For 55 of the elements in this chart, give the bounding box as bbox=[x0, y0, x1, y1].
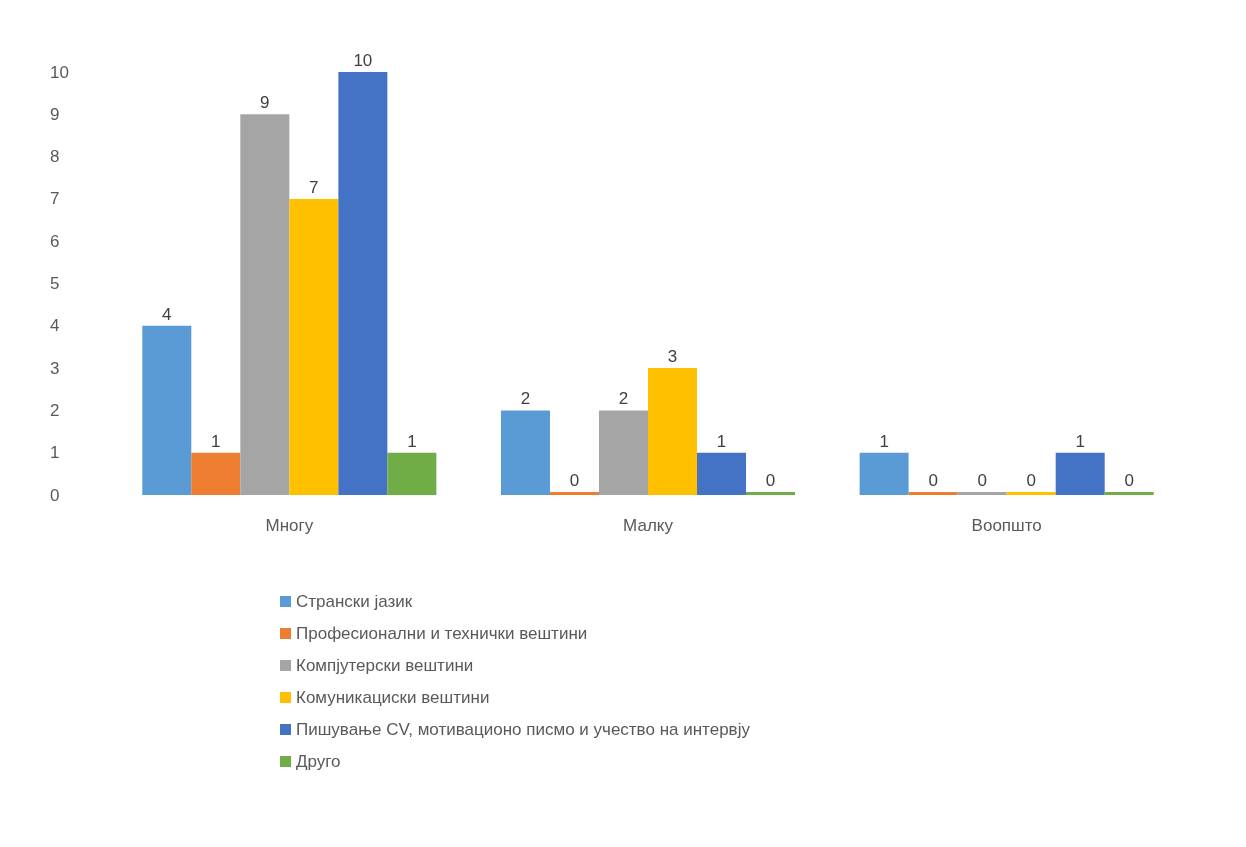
bar bbox=[338, 72, 388, 495]
y-tick-label: 1 bbox=[50, 443, 60, 463]
legend-label: Професионални и технички вештини bbox=[296, 624, 588, 643]
y-tick-label: 9 bbox=[50, 104, 60, 124]
data-label: 1 bbox=[1075, 431, 1085, 451]
legend-label: Друго bbox=[296, 752, 341, 771]
data-label: 1 bbox=[407, 431, 417, 451]
data-label: 9 bbox=[260, 93, 270, 113]
bar bbox=[697, 452, 747, 495]
bar bbox=[746, 492, 796, 495]
data-label: 0 bbox=[1026, 471, 1036, 490]
legend-label: Комуникациски вештини bbox=[296, 688, 490, 707]
bar bbox=[859, 452, 909, 495]
data-label: 3 bbox=[667, 347, 678, 367]
data-label: 0 bbox=[977, 471, 987, 490]
x-tick-label: Малку bbox=[623, 516, 674, 535]
bar bbox=[500, 410, 550, 495]
data-label: 2 bbox=[618, 389, 629, 409]
data-label: 1 bbox=[716, 431, 727, 451]
bar bbox=[1006, 492, 1056, 495]
data-label: 10 bbox=[353, 51, 373, 70]
y-tick-label: 10 bbox=[50, 62, 69, 82]
bar bbox=[598, 410, 648, 495]
y-tick-label: 0 bbox=[50, 485, 60, 505]
y-tick-label: 3 bbox=[50, 358, 60, 378]
data-label: 0 bbox=[569, 471, 580, 490]
bar bbox=[191, 452, 241, 495]
legend-label: Странски јазик bbox=[296, 592, 413, 611]
x-tick-label: Воопшто bbox=[971, 516, 1042, 535]
y-tick-label: 4 bbox=[50, 316, 60, 336]
y-tick-label: 6 bbox=[50, 231, 60, 251]
bar bbox=[289, 198, 339, 495]
bar bbox=[240, 114, 290, 495]
data-label: 0 bbox=[1124, 471, 1134, 490]
y-tick-label: 7 bbox=[50, 189, 60, 209]
bar bbox=[648, 368, 698, 495]
bar bbox=[1104, 492, 1154, 495]
data-label: 1 bbox=[879, 431, 889, 451]
data-label: 4 bbox=[162, 304, 172, 324]
legend-label: Пишување CV, мотивационо писмо и учество на интервју bbox=[296, 720, 751, 739]
bar bbox=[387, 452, 437, 495]
bar bbox=[1055, 452, 1105, 495]
bar bbox=[908, 492, 958, 495]
data-label: 7 bbox=[309, 177, 319, 197]
legend-label: Компјутерски вештини bbox=[296, 656, 474, 675]
bar bbox=[142, 325, 192, 495]
y-tick-label: 2 bbox=[50, 400, 60, 420]
data-label: 2 bbox=[520, 389, 531, 409]
data-label: 0 bbox=[928, 471, 938, 490]
y-tick-label: 5 bbox=[50, 274, 60, 293]
data-label: 0 bbox=[765, 471, 776, 490]
data-label: 1 bbox=[211, 431, 221, 451]
bar bbox=[549, 492, 599, 495]
x-tick-label: Многу bbox=[265, 516, 314, 535]
y-tick-label: 8 bbox=[50, 147, 60, 167]
